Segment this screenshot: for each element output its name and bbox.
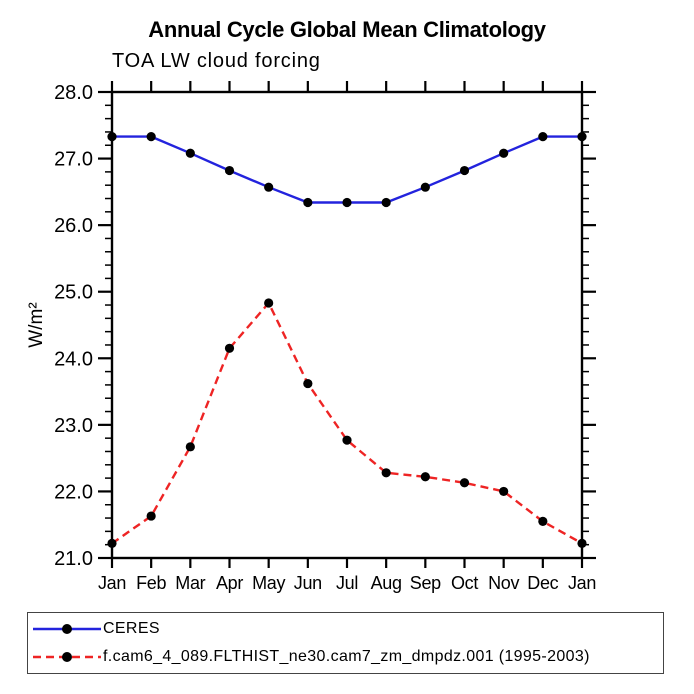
data-point-marker (499, 148, 509, 158)
x-tick-label: Jan (568, 573, 596, 593)
plot-frame (110, 90, 584, 560)
ceres-line-sample-icon (33, 624, 101, 634)
y-tick-label: 25.0 (54, 282, 93, 304)
model-line (111, 300, 583, 545)
data-point-marker (538, 516, 548, 526)
x-tick-label: Nov (488, 573, 519, 593)
data-point-marker (381, 197, 391, 208)
data-point-marker (577, 538, 587, 548)
chart-title: Annual Cycle Global Mean Climatology (148, 17, 546, 42)
x-tick-label: Oct (451, 573, 478, 593)
x-tick-label: Apr (216, 573, 243, 593)
y-axis-unit-label: W/m² (26, 302, 47, 347)
legend: CERES f.cam6_4_089.FLTHIST_ne30.cam7_zm_… (27, 612, 664, 674)
x-tick-label: Sep (410, 573, 441, 593)
data-point-marker (107, 538, 117, 548)
chart-subtitle: TOA LW cloud forcing (112, 50, 321, 72)
ceres-line (112, 135, 582, 204)
y-tick-label: 23.0 (54, 415, 93, 437)
data-point-marker (342, 435, 352, 445)
data-point-marker (146, 132, 156, 142)
legend-label-ceres: CERES (103, 620, 160, 637)
data-point-marker (264, 298, 274, 308)
data-point-marker (107, 132, 117, 142)
y-tick-label: 21.0 (54, 548, 93, 570)
data-point-marker (420, 472, 430, 482)
y-tick-label: 26.0 (54, 215, 93, 237)
data-point-marker (459, 478, 470, 488)
model-line-sample-icon (33, 652, 101, 662)
y-tick-label: 27.0 (54, 149, 93, 171)
data-point-marker (459, 165, 470, 176)
x-tick-label: Mar (175, 573, 205, 593)
data-point-marker (577, 132, 587, 142)
data-point-marker (538, 132, 548, 142)
data-point-marker (499, 486, 509, 497)
x-tick-label: Feb (136, 573, 166, 593)
x-tick-label: Jun (294, 573, 322, 593)
data-point-marker (303, 197, 313, 208)
legend-item-model: f.cam6_4_089.FLTHIST_ne30.cam7_zm_dmpdz.… (28, 644, 663, 670)
data-point-marker (224, 165, 235, 176)
y-tick-label: 28.0 (54, 82, 93, 104)
data-point-marker (420, 182, 430, 192)
data-point-marker (303, 378, 313, 389)
x-tick-label: Jul (336, 573, 358, 593)
y-tick-label: 24.0 (54, 348, 93, 370)
data-point-marker (264, 182, 274, 192)
legend-item-ceres: CERES (28, 616, 663, 642)
data-point-marker (381, 468, 391, 478)
data-point-marker (146, 511, 156, 521)
data-point-marker (224, 343, 235, 353)
x-tick-label: Dec (527, 573, 558, 593)
legend-label-model: f.cam6_4_089.FLTHIST_ne30.cam7_zm_dmpdz.… (103, 648, 590, 665)
x-tick-label: Jan (98, 573, 126, 593)
data-point-marker (185, 148, 195, 158)
data-point-marker (342, 197, 352, 208)
x-tick-label: May (252, 573, 285, 593)
data-point-marker (185, 442, 195, 452)
y-tick-label: 22.0 (54, 481, 93, 503)
x-tick-label: Aug (371, 573, 402, 593)
